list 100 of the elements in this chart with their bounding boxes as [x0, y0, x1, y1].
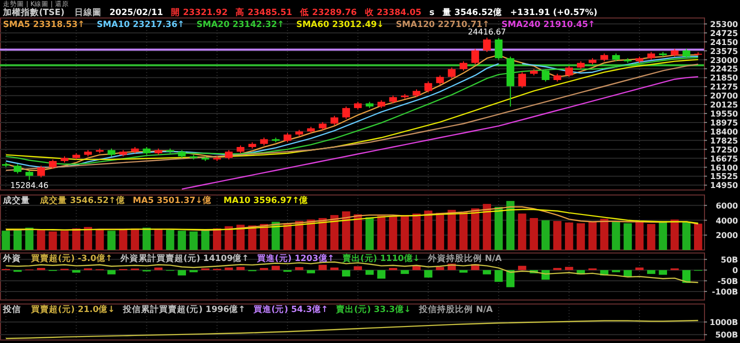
bar	[459, 212, 468, 250]
bar	[424, 210, 432, 250]
annotation: 成交量 3546.52↑億	[39, 195, 126, 206]
bar	[72, 270, 80, 273]
bar	[154, 229, 163, 250]
candlestick	[460, 60, 468, 72]
annotation: +131.91 (+0.57%)	[510, 8, 598, 18]
bar	[658, 221, 668, 250]
bar	[189, 231, 198, 250]
bar	[36, 230, 46, 250]
bar	[354, 214, 362, 250]
bar	[694, 224, 702, 250]
annotation: 高 23485.51	[236, 7, 292, 18]
line-series	[5, 261, 699, 284]
bar	[107, 270, 116, 274]
y-tick-label: 23575	[710, 46, 738, 56]
bar	[624, 270, 632, 276]
candlestick	[224, 150, 233, 160]
bar	[400, 215, 409, 250]
bar	[342, 211, 350, 250]
bar	[682, 222, 691, 250]
bar	[600, 218, 608, 250]
bar	[388, 216, 398, 250]
candlestick	[14, 164, 22, 174]
candlestick	[342, 106, 350, 120]
bar	[541, 220, 550, 250]
bar	[564, 266, 574, 270]
y-tick-label: 22425	[710, 64, 738, 74]
chart-title: 投信	[2, 304, 21, 315]
bar	[130, 228, 140, 250]
bar	[178, 230, 186, 250]
bar	[330, 268, 339, 270]
bar	[436, 266, 444, 270]
bar	[436, 212, 444, 250]
bar	[424, 270, 432, 278]
text: SMA120 22710.71↑	[396, 20, 490, 30]
bar	[377, 270, 386, 279]
y-tick-label: 16100	[710, 163, 738, 172]
y-tick-label: 0	[732, 266, 738, 276]
text: SMA20 23142.32↑	[196, 20, 284, 30]
bar	[365, 217, 374, 250]
text: SMA60 23012.49↓	[296, 20, 384, 30]
annotation: 買賣超(元) 21.0億↓	[30, 304, 115, 315]
annotation: 低 23289.76	[299, 7, 357, 18]
bar	[48, 231, 57, 250]
chart-title: 加權指數(TSE)	[2, 7, 65, 18]
bar	[272, 266, 280, 270]
bar	[494, 270, 503, 282]
bar	[201, 230, 210, 250]
bar	[236, 266, 245, 270]
bar	[530, 218, 538, 250]
candlestick	[424, 81, 432, 93]
bar	[482, 270, 492, 274]
annotation: 投信累計買賣超(元) 1996億↑	[122, 304, 246, 315]
bar	[494, 206, 503, 250]
candlestick	[25, 170, 34, 180]
bar	[25, 228, 34, 250]
bar	[330, 215, 339, 250]
bar	[588, 222, 597, 250]
bar	[166, 230, 174, 250]
bar	[388, 268, 398, 270]
bar	[84, 226, 92, 250]
y-tick-label: 18975	[710, 118, 738, 128]
bar	[318, 218, 327, 250]
bar	[635, 222, 644, 250]
bar	[224, 226, 233, 250]
bar	[2, 230, 10, 250]
bar	[553, 268, 562, 270]
y-tick-label: 16675	[710, 154, 738, 164]
bar	[518, 214, 526, 250]
bar	[13, 229, 22, 250]
bar	[635, 268, 644, 270]
bar	[60, 230, 69, 250]
y-tick-label: 21275	[710, 82, 738, 92]
text: SMA10 23217.36↑	[96, 20, 184, 30]
bar	[36, 268, 46, 270]
annotation: 外資持股比例 N/A	[426, 253, 502, 264]
bar	[295, 267, 304, 270]
candlestick	[330, 115, 338, 126]
y-tick-label: 14950	[710, 181, 738, 190]
annotation: 買進(元) 1203億↑	[256, 253, 334, 264]
bar	[248, 225, 256, 250]
bar	[224, 268, 233, 270]
y-tick-label: 20125	[710, 100, 738, 110]
annotation: s	[429, 8, 434, 18]
y-tick-label: 18400	[710, 127, 738, 136]
y-tick-label: 19550	[710, 110, 738, 119]
candlestick	[565, 65, 573, 78]
y-tick-label: 6000	[716, 201, 738, 210]
y-tick-label: 25300	[710, 20, 738, 29]
candlestick	[471, 48, 480, 65]
annotation: 24416.67	[468, 28, 506, 37]
annotation: 投信持股比例 N/A	[418, 304, 494, 315]
bar	[564, 222, 574, 250]
bar	[624, 223, 632, 250]
bar	[459, 270, 468, 273]
bar	[318, 264, 327, 270]
bar	[412, 214, 421, 250]
bar	[119, 230, 128, 250]
bar	[154, 268, 163, 270]
